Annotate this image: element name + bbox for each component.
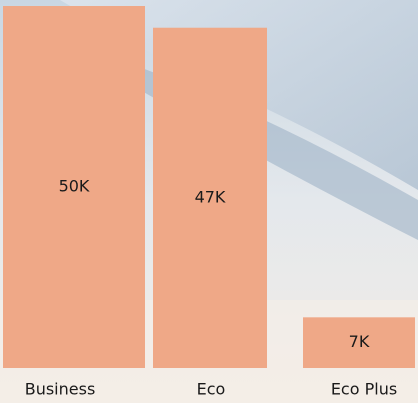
x-tick-label: Eco Plus <box>331 380 397 399</box>
bar <box>3 6 145 368</box>
x-tick-label: Eco <box>197 380 226 399</box>
plot-area: 50K Business 47K Eco 7K Eco Plus <box>3 6 415 399</box>
bar <box>153 27 267 368</box>
value-label: 7K <box>349 332 370 351</box>
value-label: 47K <box>195 187 226 206</box>
value-label: 50K <box>59 177 90 196</box>
x-tick-label: Business <box>25 380 96 399</box>
bar <box>303 317 415 368</box>
